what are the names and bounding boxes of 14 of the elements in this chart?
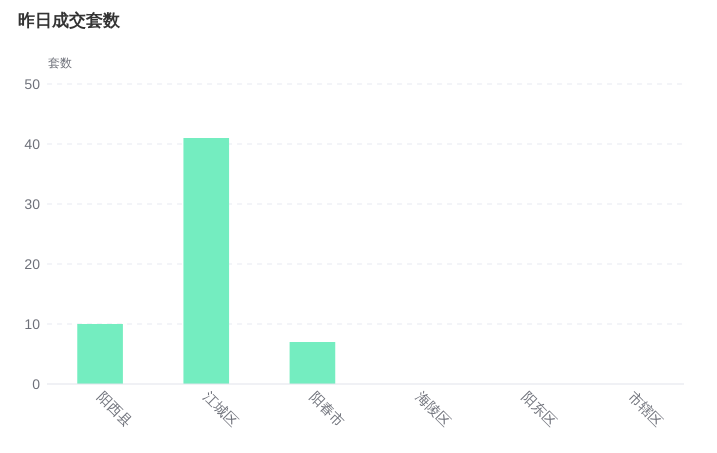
y-tick-label: 20 <box>24 256 40 272</box>
x-tick-label: 海陵区 <box>412 388 454 430</box>
x-tick-label: 市辖区 <box>625 388 666 430</box>
x-tick-label: 江城区 <box>200 388 242 430</box>
x-tick-label: 阳西县 <box>94 388 136 430</box>
title: 昨日成交套数 <box>18 11 120 30</box>
y-axis-title: 套数 <box>48 56 72 70</box>
y-tick-label: 30 <box>24 196 40 212</box>
y-tick-label: 0 <box>32 376 40 392</box>
x-tick-label: 阳东区 <box>519 388 560 430</box>
x-tick-label: 阳春市 <box>306 388 348 430</box>
y-tick-label: 40 <box>24 136 40 152</box>
y-tick-label: 10 <box>24 316 40 332</box>
y-tick-label: 50 <box>24 76 40 92</box>
